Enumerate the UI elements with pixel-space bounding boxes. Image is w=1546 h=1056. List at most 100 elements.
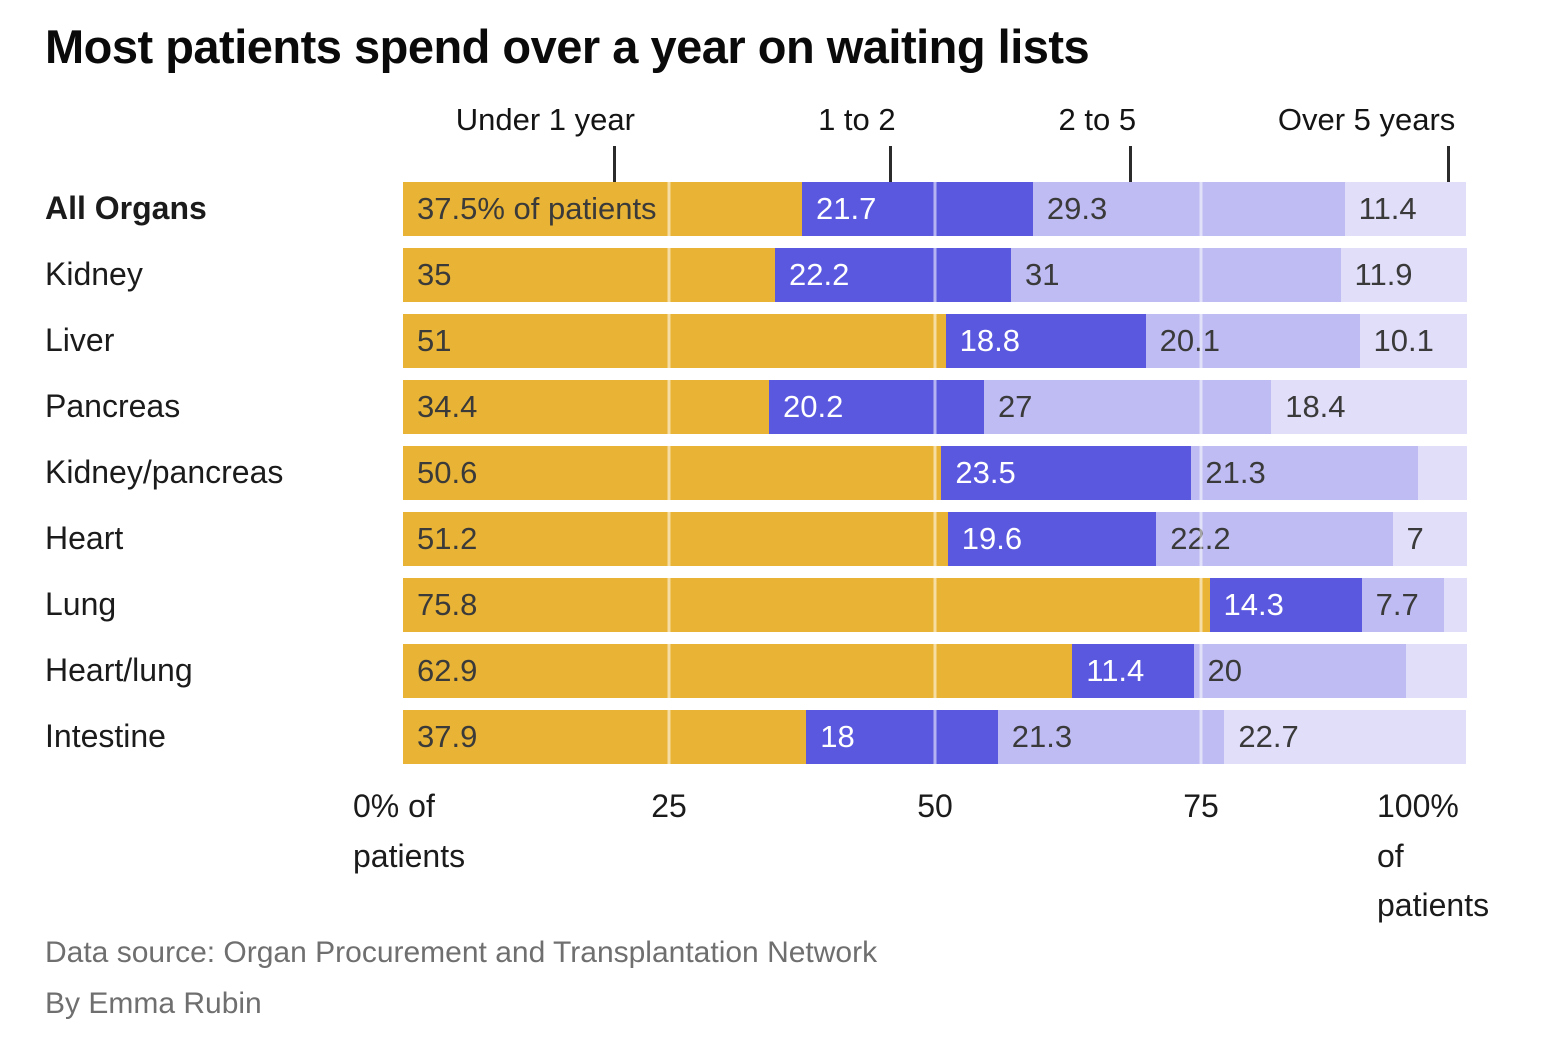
row-label: Heart/lung [45, 652, 193, 689]
stacked-bar: 51.2 19.6 22.2 7 [403, 512, 1467, 567]
segment-value-label: 29.3 [1046, 191, 1108, 227]
bar-segment-over-5-years [1406, 644, 1467, 699]
segment-value-label: 50.6 [417, 455, 478, 491]
bar-segment-over-5-years: 18.4 [1271, 380, 1467, 435]
stacked-bar: 37.9 18 21.3 22.7 [403, 710, 1467, 765]
segment-value-label: 22.2 [789, 257, 850, 293]
bar-segment-2-to-5: 31 [1011, 248, 1341, 303]
bar-segment-2-to-5: 20 [1193, 644, 1407, 699]
bar-row: All Organs 37.5% of patients 21.7 29.3 11.4 [45, 182, 1467, 237]
bar-segment-under-1-year: 37.5% of patients [403, 182, 802, 237]
segment-value-label: 10.1 [1373, 323, 1434, 359]
bar-segment-1-to-2: 19.6 [947, 512, 1157, 567]
bar-row: Intestine 37.9 18 21.3 22.7 [45, 710, 1467, 765]
row-label: Lung [45, 586, 117, 623]
segment-value-label: 31 [1025, 257, 1060, 293]
bar-segment-1-to-2: 11.4 [1072, 644, 1194, 699]
row-label: All Organs [45, 190, 207, 227]
bar-row: Kidney 35 22.2 31 11.9 [45, 248, 1467, 303]
bar-segment-under-1-year: 37.9 [403, 710, 807, 765]
bar-row: Pancreas 34.4 20.2 27 18.4 [45, 380, 1467, 435]
byline: By Emma Rubin [45, 987, 262, 1021]
segment-value-label: 37.5% of patients [417, 191, 657, 227]
legend-label-3: Over 5 years [1277, 102, 1456, 138]
bar-segment-1-to-2: 22.2 [775, 248, 1011, 303]
bar-segment-under-1-year: 51.2 [403, 512, 948, 567]
segment-value-label: 11.4 [1358, 191, 1417, 227]
segment-value-label: 35 [417, 257, 452, 293]
segment-value-label: 21.3 [1011, 719, 1073, 755]
footer: Data source: Organ Procurement and Trans… [45, 927, 1467, 1029]
bar-segment-2-to-5: 21.3 [1191, 446, 1419, 501]
bar-segment-2-to-5: 20.1 [1145, 314, 1360, 369]
segment-value-label: 20.1 [1159, 323, 1220, 359]
x-tick-label-0: 0% of patients [353, 788, 466, 874]
row-label: Kidney/pancreas [45, 454, 284, 491]
row-label: Pancreas [45, 388, 181, 425]
x-tick-label-1: 25 [651, 788, 687, 825]
legend-tick-2 [1128, 146, 1132, 183]
legend-tick-0 [612, 146, 616, 183]
segment-value-label: 22.2 [1170, 521, 1231, 557]
bar-segment-over-5-years: 11.4 [1344, 182, 1466, 237]
x-tick-label-2: 50 [917, 788, 953, 825]
bar-segment-under-1-year: 62.9 [403, 644, 1073, 699]
segment-value-label: 75.8 [417, 587, 478, 623]
legend-label-0: Under 1 year [455, 102, 635, 138]
bar-segment-under-1-year: 75.8 [403, 578, 1210, 633]
bar-segment-1-to-2: 18.8 [945, 314, 1146, 369]
x-axis: 0% of patients 25 50 75 100% of patients [353, 782, 1489, 923]
segment-value-label: 62.9 [417, 653, 478, 689]
segment-value-label: 21.7 [816, 191, 877, 227]
bar-segment-over-5-years [1443, 578, 1467, 633]
segment-value-label: 18.4 [1285, 389, 1346, 425]
stacked-bar: 37.5% of patients 21.7 29.3 11.4 [403, 182, 1467, 237]
stacked-bar: 75.8 14.3 7.7 [403, 578, 1467, 633]
segment-value-label: 34.4 [417, 389, 478, 425]
bar-segment-1-to-2: 14.3 [1209, 578, 1362, 633]
legend-label-1: 1 to 2 [818, 102, 896, 138]
segment-value-label: 20.2 [783, 389, 844, 425]
bar-row: Kidney/pancreas 50.6 23.5 21.3 [45, 446, 1467, 501]
bar-segment-1-to-2: 21.7 [802, 182, 1033, 237]
segment-value-label: 51 [417, 323, 452, 359]
bar-segment-2-to-5: 29.3 [1032, 182, 1345, 237]
bar-segment-2-to-5: 22.2 [1156, 512, 1393, 567]
stacked-bar: 34.4 20.2 27 18.4 [403, 380, 1467, 435]
data-source-note: Data source: Organ Procurement and Trans… [45, 936, 878, 970]
segment-value-label: 23.5 [955, 455, 1016, 491]
x-tick-label-3: 75 [1183, 788, 1219, 825]
segment-value-label: 22.7 [1238, 719, 1299, 755]
bar-row: Heart/lung 62.9 11.4 20 [45, 644, 1467, 699]
segment-value-label: 19.6 [961, 521, 1023, 557]
bar-segment-1-to-2: 18 [806, 710, 998, 765]
row-label: Intestine [45, 718, 166, 755]
bar-segment-under-1-year: 34.4 [403, 380, 770, 435]
stacked-bar: 51 18.8 20.1 10.1 [403, 314, 1467, 369]
segment-value-label: 7.7 [1375, 587, 1419, 623]
legend-tick-3 [1446, 146, 1450, 183]
bar-segment-over-5-years [1418, 446, 1467, 501]
stacked-bar: 62.9 11.4 20 [403, 644, 1467, 699]
bar-segment-1-to-2: 20.2 [769, 380, 984, 435]
segment-value-label: 18.8 [959, 323, 1020, 359]
chart-content: Most patients spend over a year on waiti… [45, 0, 1489, 1029]
bar-segment-over-5-years: 11.9 [1340, 248, 1467, 303]
bar-row: Liver 51 18.8 20.1 10.1 [45, 314, 1467, 369]
bar-segment-over-5-years: 7 [1392, 512, 1467, 567]
legend-tick-1 [889, 146, 893, 183]
segment-value-label: 21.3 [1205, 455, 1266, 491]
bar-segment-1-to-2: 23.5 [941, 446, 1192, 501]
segment-value-label: 18 [820, 719, 855, 755]
legend-label-2: 2 to 5 [1058, 102, 1137, 138]
segment-value-label: 11.4 [1086, 653, 1145, 689]
segment-value-label: 20 [1207, 653, 1243, 689]
x-tick-label-4: 100% of patients [1377, 788, 1490, 924]
segment-value-label: 7 [1406, 521, 1424, 557]
segment-value-label: 11.9 [1354, 257, 1413, 293]
bar-segment-2-to-5: 27 [983, 380, 1272, 435]
bar-segment-under-1-year: 50.6 [403, 446, 942, 501]
bar-segment-under-1-year: 35 [403, 248, 776, 303]
bar-row: Heart 51.2 19.6 22.2 7 [45, 512, 1467, 567]
